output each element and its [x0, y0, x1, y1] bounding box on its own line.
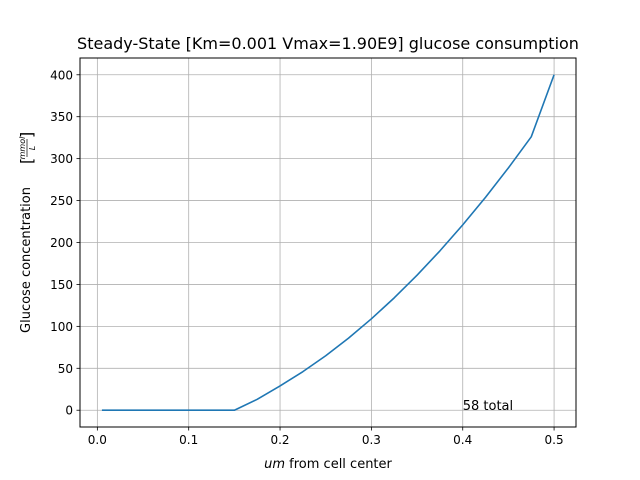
y-tick-label: 200 [50, 236, 73, 250]
y-tick-label: 150 [50, 278, 73, 292]
chart-title: Steady-State [Km=0.001 Vmax=1.90E9] gluc… [77, 34, 579, 53]
x-tick-label: 0.1 [179, 433, 198, 447]
y-axis-label-text: Glucose concentration [19, 187, 34, 333]
x-axis: 0.0 0.1 0.2 0.3 0.4 0.5 [88, 427, 564, 447]
series-layer [101, 74, 555, 412]
y-axis-unit-numerator: mmol [18, 136, 27, 159]
x-tick-label: 0.0 [88, 433, 107, 447]
y-tick-label: 300 [50, 152, 73, 166]
y-tick-label: 100 [50, 320, 73, 334]
x-axis-label-text: from cell center [285, 457, 392, 472]
y-axis-unit-bracket-left: [ [17, 158, 36, 164]
y-tick-label: 350 [50, 110, 73, 124]
y-axis: 0 50 100 150 200 250 300 350 400 [50, 68, 80, 418]
series-line [101, 74, 555, 412]
x-axis-label-unit: um [264, 457, 285, 472]
x-tick-label: 0.3 [362, 433, 381, 447]
x-axis-label: um from cell center [264, 457, 392, 472]
total-count-annotation: 58 total [463, 399, 513, 414]
y-axis-unit-bracket-right: ] [17, 132, 36, 138]
y-axis-label: Glucose concentration [ mmol L ] [17, 132, 37, 333]
y-tick-label: 0 [65, 404, 73, 418]
y-axis-unit-denominator: L [28, 146, 37, 150]
y-tick-label: 400 [50, 68, 73, 82]
y-tick-label: 250 [50, 194, 73, 208]
grid [80, 58, 576, 427]
y-tick-label: 50 [58, 362, 73, 376]
x-tick-label: 0.5 [545, 433, 564, 447]
x-tick-label: 0.4 [453, 433, 472, 447]
x-tick-label: 0.2 [270, 433, 289, 447]
